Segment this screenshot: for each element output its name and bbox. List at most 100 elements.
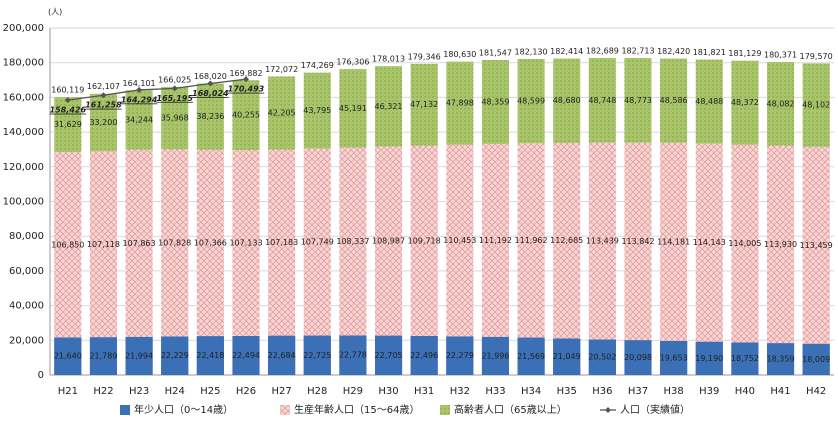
- data-label: 107,828: [158, 238, 191, 247]
- x-tick-label: H34: [521, 386, 541, 397]
- bar-segment: [624, 57, 652, 143]
- bar-segment: [767, 62, 795, 146]
- bar-segment: [481, 60, 509, 144]
- data-label: 34,244: [125, 115, 153, 124]
- total-label: 181,547: [479, 49, 512, 58]
- x-tick-label: H28: [307, 386, 327, 397]
- data-label: 107,366: [194, 238, 227, 247]
- data-label: 107,863: [123, 239, 156, 248]
- data-label: 35,968: [161, 114, 189, 123]
- total-label: 182,130: [515, 48, 548, 57]
- data-label: 113,930: [764, 240, 797, 249]
- data-label: 111,192: [479, 236, 512, 245]
- bar-segment: [660, 58, 688, 143]
- line: [67, 78, 247, 101]
- data-label: 22,725: [303, 351, 331, 360]
- data-label: 46,321: [375, 102, 403, 111]
- data-label: 48,082: [767, 99, 795, 108]
- data-label: 19,190: [695, 354, 723, 363]
- bar-segment: [802, 63, 830, 147]
- data-label: 48,680: [553, 96, 581, 105]
- total-label: 182,414: [550, 47, 583, 56]
- legend-label: 年少人口（0～14歳）: [134, 403, 233, 416]
- line-value-label: 161,258: [85, 101, 122, 110]
- x-tick-label: H26: [236, 386, 256, 397]
- y-tick-label: 80,000: [9, 231, 44, 242]
- bar-segment: [339, 69, 367, 148]
- data-label: 20,098: [624, 353, 652, 362]
- bar-segment: [303, 72, 331, 149]
- total-label: 180,630: [443, 50, 476, 59]
- total-label: 169,882: [229, 69, 262, 78]
- x-tick-label: H24: [165, 386, 185, 397]
- line-marker: [243, 76, 249, 83]
- bar-segment: [196, 83, 224, 150]
- data-label: 107,749: [301, 238, 334, 247]
- x-tick-label: H33: [485, 386, 505, 397]
- total-label: 179,346: [408, 52, 441, 61]
- x-tick-label: H40: [735, 386, 755, 397]
- legend-marker: [605, 407, 611, 413]
- data-label: 48,359: [481, 97, 509, 106]
- data-label: 114,181: [657, 237, 690, 246]
- total-label: 178,013: [372, 55, 405, 64]
- bar-segment: [303, 148, 331, 336]
- x-tick-label: H32: [450, 386, 470, 397]
- data-label: 22,279: [446, 351, 474, 360]
- data-label: 112,685: [550, 236, 583, 245]
- total-label: 181,129: [728, 49, 761, 58]
- bar-segment: [161, 86, 189, 150]
- data-label: 113,459: [800, 241, 833, 250]
- data-label: 48,599: [517, 97, 545, 106]
- data-label: 48,748: [588, 96, 616, 105]
- bar-segment: [517, 143, 545, 338]
- y-tick-label: 100,000: [3, 197, 44, 208]
- bar-segment: [624, 142, 652, 341]
- total-label: 164,101: [123, 79, 156, 88]
- bar-segment: [54, 152, 82, 338]
- bar-segment: [588, 142, 616, 340]
- y-tick-label: 180,000: [3, 58, 44, 69]
- bar-segment: [767, 145, 795, 344]
- bar-segment: [481, 143, 509, 337]
- data-label: 106,850: [51, 240, 84, 249]
- line-value-label: 164,294: [121, 95, 158, 104]
- y-tick-label: 140,000: [3, 127, 44, 138]
- data-label: 42,205: [268, 109, 296, 118]
- data-label: 47,898: [446, 99, 474, 108]
- legend-label: 人口（実績値）: [620, 403, 690, 416]
- bar-segment: [410, 63, 438, 146]
- legend-label: 高齢者人口（65歳以上）: [454, 403, 567, 416]
- data-label: 21,996: [481, 351, 509, 360]
- bar-segment: [695, 59, 723, 144]
- bar-segment: [731, 60, 759, 145]
- bar-segment: [89, 151, 117, 338]
- x-tick-label: H27: [272, 386, 292, 397]
- data-label: 18,009: [802, 355, 830, 364]
- y-tick-label: 0: [38, 370, 44, 381]
- data-label: 107,183: [265, 238, 298, 247]
- bar-segment: [232, 150, 260, 336]
- total-label: 166,025: [158, 75, 191, 84]
- data-label: 21,994: [125, 351, 153, 360]
- bar-segment: [375, 146, 403, 336]
- bar-segment: [54, 97, 82, 153]
- bar-segment: [553, 142, 581, 339]
- x-tick-label: H25: [200, 386, 220, 397]
- x-tick-label: H37: [628, 386, 648, 397]
- bar-segment: [695, 143, 723, 342]
- total-label: 180,371: [764, 51, 797, 60]
- line-value-label: 168,024: [192, 89, 229, 98]
- data-label: 22,494: [232, 351, 260, 360]
- x-tick-label: H21: [58, 386, 78, 397]
- data-label: 113,439: [586, 237, 619, 246]
- data-label: 47,132: [410, 100, 438, 109]
- y-tick-label: 200,000: [3, 23, 44, 34]
- x-tick-label: H39: [699, 386, 719, 397]
- x-tick-label: H38: [664, 386, 684, 397]
- data-label: 22,418: [196, 351, 224, 360]
- x-tick-label: H31: [414, 386, 434, 397]
- bar-segment: [161, 149, 189, 337]
- bar-segment: [517, 59, 545, 144]
